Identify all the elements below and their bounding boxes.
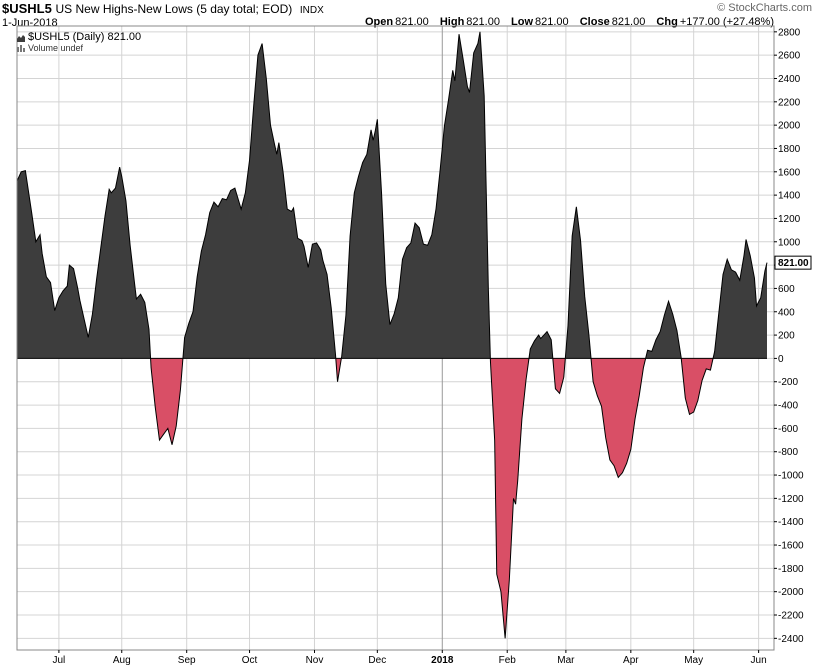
x-tick-label: Aug <box>113 655 131 666</box>
y-tick-label: 2600 <box>778 51 801 62</box>
exchange-label: INDX <box>299 5 324 16</box>
legend-series-row: $USHL5 (Daily) 821.00 <box>17 30 142 43</box>
change-label: Chg <box>656 16 678 28</box>
y-tick-label: -1800 <box>778 564 804 575</box>
y-tick-label: 200 <box>778 331 795 342</box>
y-tick-label: 1800 <box>778 144 801 155</box>
x-tick-label: Dec <box>368 655 386 666</box>
series-line <box>16 31 768 639</box>
open-label: Open <box>365 16 394 28</box>
y-tick-label: 400 <box>778 307 795 318</box>
ohlc-readout: Open 821.00 High 821.00 Low 821.00 Close 821… <box>357 16 774 28</box>
frame-layer <box>16 25 775 651</box>
low-value: 821.00 <box>535 16 569 28</box>
positive-area <box>17 31 767 359</box>
symbol-label: $USHL5 <box>2 1 52 16</box>
open-value: 821.00 <box>395 16 429 28</box>
x-tick-label: Jul <box>53 655 66 666</box>
legend-series-label: $USHL5 (Daily) 821.00 <box>28 30 142 43</box>
y-tick-label: 600 <box>778 284 795 295</box>
x-tick-label: Apr <box>623 655 639 666</box>
change-value: +177.00 (+27.48%) <box>679 16 774 28</box>
y-tick-label: 1200 <box>778 214 801 225</box>
volume-bars-icon <box>17 44 25 52</box>
y-tick-label: -200 <box>778 377 798 388</box>
y-tick-label: 1000 <box>778 237 801 248</box>
x-axis: Jul Aug Sep Oct Nov Dec 2018 Feb Mar Apr May Jun <box>53 650 767 666</box>
low-label: Low <box>511 16 534 28</box>
x-tick-label: Mar <box>557 655 575 666</box>
high-value: 821.00 <box>466 16 500 28</box>
last-value-box <box>774 255 812 270</box>
y-tick-label: 1400 <box>778 191 801 202</box>
close-value: 821.00 <box>611 16 646 28</box>
x-tick-label: Feb <box>499 655 517 666</box>
y-tick-label: -1000 <box>778 471 804 482</box>
y-tick-label: -2400 <box>778 634 804 645</box>
legend-volume-label: Volume undef <box>28 42 84 53</box>
x-tick-label: 2018 <box>431 655 454 666</box>
y-tick-label: 0 <box>778 354 784 365</box>
high-label: High <box>439 16 465 28</box>
symbol-description: US New Highs-New Lows (5 day total; EOD) <box>55 2 293 16</box>
negative-area <box>17 358 767 639</box>
plot-frame <box>16 25 775 651</box>
brand-watermark: © StockCharts.com <box>717 2 812 14</box>
x-tick-label: Jun <box>751 655 767 666</box>
chart-legend: $USHL5 (Daily) 821.00 Volume undef <box>17 31 141 53</box>
chart-title: $USHL5 US New Highs-New Lows (5 day tota… <box>2 1 324 16</box>
y-axis: -2400-2200-2000-1800-1600-1400-1200-1000… <box>774 27 804 645</box>
y-tick-label: 1600 <box>778 167 801 178</box>
area-series-icon <box>17 33 25 42</box>
y-tick-label: -2000 <box>778 587 804 598</box>
y-tick-label: 2400 <box>778 74 801 85</box>
y-tick-label: 2200 <box>778 97 801 108</box>
y-tick-label: -1400 <box>778 517 804 528</box>
y-tick-label: -2200 <box>778 611 804 622</box>
last-value-marker: 821.00 <box>774 255 812 270</box>
y-tick-label: -800 <box>778 447 798 458</box>
y-tick-label: -1600 <box>778 541 804 552</box>
y-tick-label: -400 <box>778 401 798 412</box>
x-tick-label: Sep <box>178 655 196 666</box>
y-tick-label: -600 <box>778 424 798 435</box>
close-label: Close <box>579 16 610 28</box>
x-tick-label: Oct <box>242 655 258 666</box>
x-tick-label: May <box>684 655 703 666</box>
y-tick-label: 2000 <box>778 121 801 132</box>
legend-volume-row: Volume undef <box>17 42 141 53</box>
y-tick-label: 2800 <box>778 27 801 38</box>
last-value-label: 821.00 <box>778 258 809 269</box>
area-layer <box>16 31 768 639</box>
y-tick-label: -1200 <box>778 494 804 505</box>
x-tick-label: Nov <box>306 655 324 666</box>
